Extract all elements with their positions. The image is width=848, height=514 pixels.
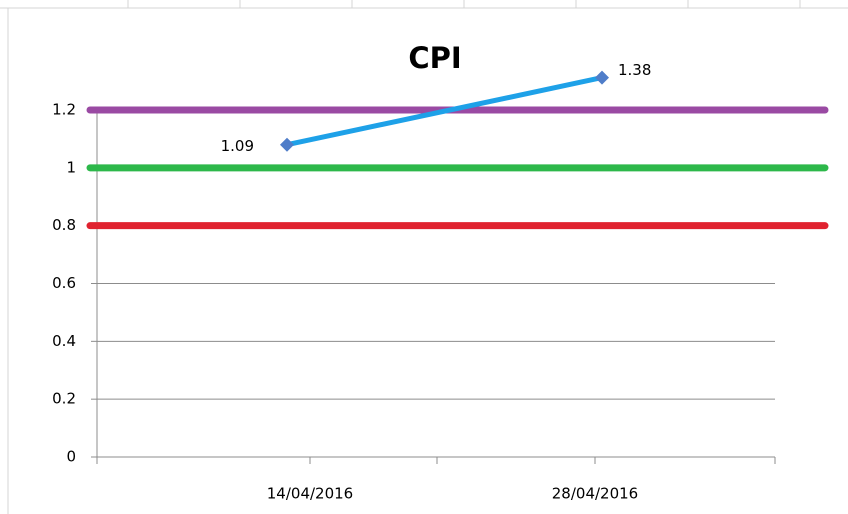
data-point: [595, 70, 609, 85]
y-tick-label: 0.8: [52, 216, 76, 234]
chart-title: CPI: [408, 41, 461, 75]
data-point: [280, 137, 294, 152]
y-tick-label: 1.2: [52, 101, 76, 119]
y-tick-label: 0.2: [52, 390, 76, 408]
x-tick-label: 28/04/2016: [552, 485, 638, 503]
data-label: 1.38: [618, 61, 651, 79]
y-tick-label: 0: [66, 448, 76, 466]
x-tick-label: 14/04/2016: [267, 485, 353, 503]
data-label: 1.09: [221, 137, 254, 155]
y-tick-label: 0.4: [52, 332, 76, 350]
y-tick-label: 0.6: [52, 274, 76, 292]
data-line: [286, 75, 603, 148]
y-tick-label: 1: [66, 158, 76, 176]
